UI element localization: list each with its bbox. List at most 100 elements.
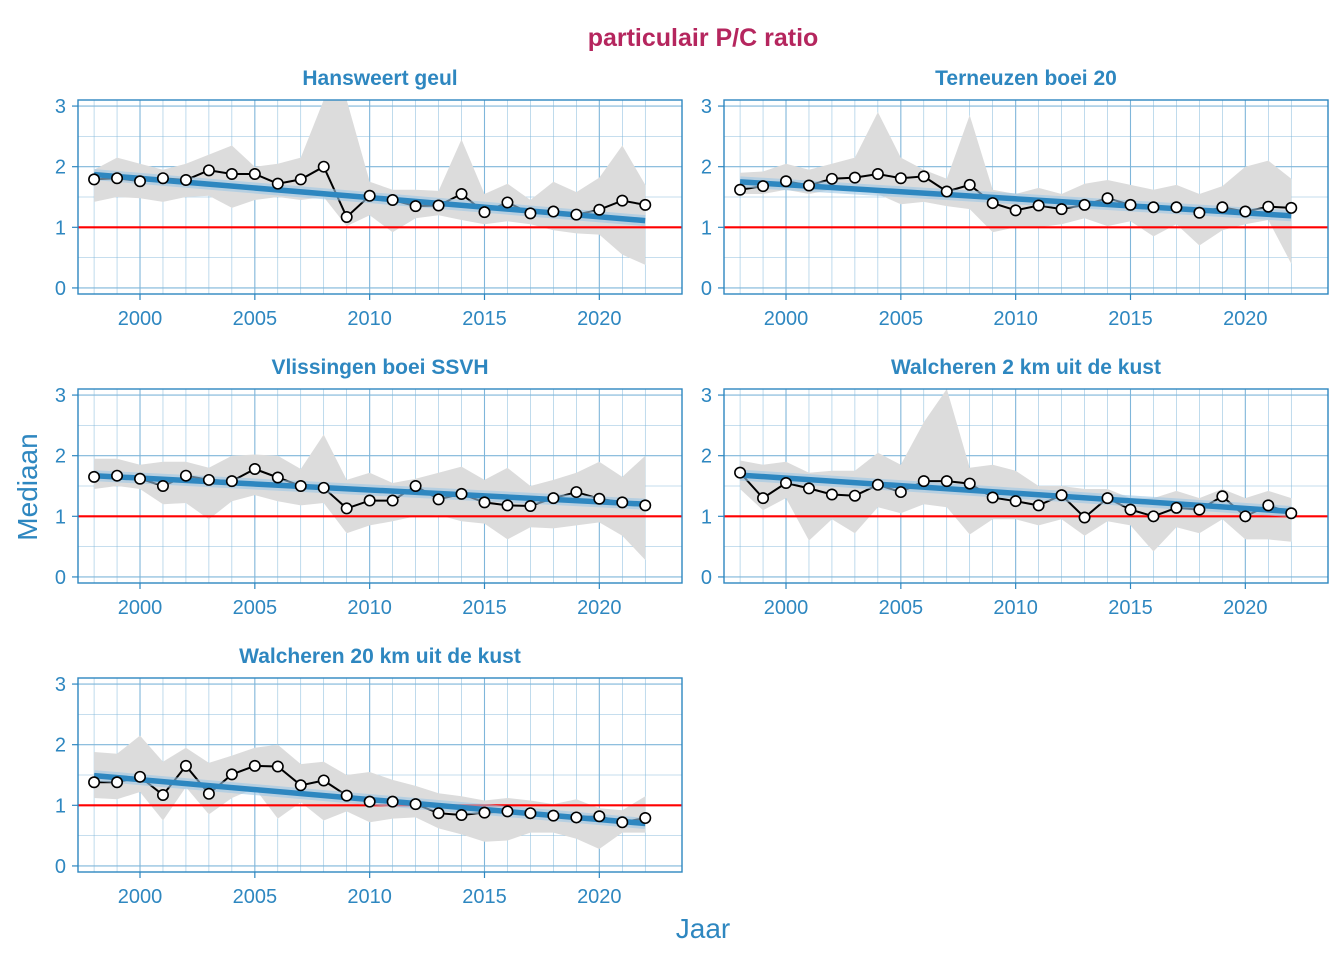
data-point (940, 475, 953, 488)
data-point (1101, 492, 1114, 505)
panel-title: Vlissingen boei SSVH (271, 356, 488, 379)
data-point (156, 789, 169, 802)
data-point (317, 774, 330, 787)
y-tick-label: 2 (55, 446, 66, 468)
data-point (432, 199, 445, 212)
y-tick-label: 0 (55, 278, 66, 300)
data-point (570, 208, 583, 221)
data-point (848, 171, 861, 184)
y-tick-label: 2 (55, 735, 66, 757)
data-point (455, 187, 468, 200)
data-point (202, 473, 215, 486)
y-tick-label: 2 (701, 157, 712, 179)
x-tick-label: 2005 (879, 308, 924, 330)
data-point (1170, 201, 1183, 214)
x-tick-label: 2015 (462, 886, 507, 908)
data-point (917, 475, 930, 488)
data-point (1055, 489, 1068, 502)
confidence-band (740, 112, 1292, 264)
data-point (757, 492, 770, 505)
data-point (317, 160, 330, 173)
confidence-band (94, 100, 646, 265)
data-point (825, 172, 838, 185)
data-point (963, 178, 976, 191)
data-point (639, 812, 652, 825)
data-point (1216, 201, 1229, 214)
data-point (156, 479, 169, 492)
data-point (1078, 198, 1091, 211)
data-point (1147, 201, 1160, 214)
data-point (134, 770, 147, 783)
data-point (570, 486, 583, 499)
data-point (179, 469, 192, 482)
panel-title: Terneuzen boei 20 (935, 67, 1117, 90)
y-tick-label: 1 (55, 795, 66, 817)
data-point (1239, 510, 1252, 523)
x-tick-label: 2020 (577, 308, 622, 330)
data-point (593, 492, 606, 505)
data-point (780, 175, 793, 188)
data-point (501, 805, 514, 818)
x-tick-label: 2020 (1223, 308, 1268, 330)
x-tick-label: 2000 (118, 886, 163, 908)
y-tick-label: 0 (55, 856, 66, 878)
x-tick-label: 2015 (462, 597, 507, 619)
data-point (340, 211, 353, 224)
y-tick-label: 0 (701, 567, 712, 589)
data-point (1193, 503, 1206, 516)
x-tick-label: 2015 (1108, 308, 1153, 330)
data-point (271, 760, 284, 773)
data-point (1124, 198, 1137, 211)
data-point (917, 170, 930, 183)
x-tick-label: 2005 (233, 308, 278, 330)
y-tick-label: 3 (55, 96, 66, 118)
y-tick-label: 0 (701, 278, 712, 300)
data-point (478, 206, 491, 219)
data-point (1055, 203, 1068, 216)
data-point (1032, 199, 1045, 212)
y-tick-label: 0 (55, 567, 66, 589)
data-point (1262, 499, 1275, 512)
panel-title: Walcheren 2 km uit de kust (891, 356, 1161, 379)
data-point (317, 481, 330, 494)
data-point (294, 779, 307, 792)
y-tick-label: 3 (55, 674, 66, 696)
data-point (825, 488, 838, 501)
data-point (225, 768, 238, 781)
data-point (871, 478, 884, 491)
data-point (1032, 499, 1045, 512)
data-point (1170, 501, 1183, 514)
data-point (1285, 507, 1298, 520)
data-point (363, 189, 376, 202)
x-tick-label: 2005 (233, 597, 278, 619)
data-point (1009, 204, 1022, 217)
data-point (134, 175, 147, 188)
data-point (593, 203, 606, 216)
data-point (111, 172, 124, 185)
panel-frame (77, 388, 683, 584)
data-point (1193, 206, 1206, 219)
data-point (986, 491, 999, 504)
panel: Vlissingen boei SSVH 0 1 2 3 2000 2005 2010 2015… (55, 356, 683, 619)
data-point (432, 493, 445, 506)
data-point (570, 811, 583, 824)
y-tick-label: 3 (701, 96, 712, 118)
data-point (593, 810, 606, 823)
panel-frame (723, 388, 1329, 584)
data-point (111, 469, 124, 482)
x-tick-label: 2000 (764, 597, 809, 619)
panel: Walcheren 2 km uit de kust 0 1 2 3 2000 2005 20… (701, 356, 1329, 619)
x-tick-label: 2010 (993, 597, 1038, 619)
data-point (1239, 205, 1252, 218)
data-point (1262, 200, 1275, 213)
data-point (1216, 490, 1229, 503)
data-point (780, 476, 793, 489)
x-tick-label: 2020 (577, 597, 622, 619)
data-point (386, 795, 399, 808)
y-tick-label: 1 (55, 217, 66, 239)
data-point (202, 787, 215, 800)
panel-title: Walcheren 20 km uit de kust (239, 645, 521, 668)
panel: Walcheren 20 km uit de kust 0 1 2 3 2000 2005 2… (55, 645, 683, 908)
data-point (179, 759, 192, 772)
